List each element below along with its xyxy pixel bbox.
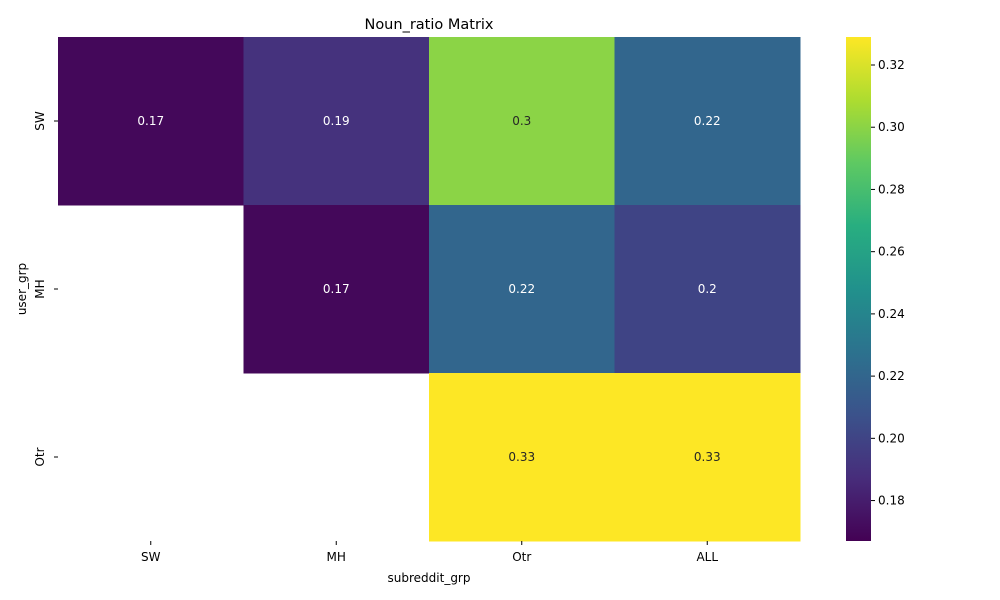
cell-value-label: 0.22 [694,114,721,128]
heatmap-cell [243,37,430,206]
heatmap-cell [429,205,615,374]
colorbar-tick-label: 0.26 [878,245,905,259]
x-axis: SW MH Otr ALL [141,541,718,564]
cell-value-label: 0.19 [323,114,350,128]
colorbar-tick-label: 0.20 [878,431,905,445]
heatmap-cell [614,37,801,206]
colorbar [846,37,871,541]
x-tick-label: MH [327,550,346,564]
colorbar-tick-label: 0.28 [878,182,905,196]
colorbar-tick-label: 0.30 [878,120,905,134]
colorbar-tick-label: 0.24 [878,307,905,321]
y-tick-label: Otr [33,447,47,466]
x-tick-label: Otr [512,550,531,564]
heatmap-cell [243,205,430,374]
heatmap-cell [614,205,801,374]
cell-value-label: 0.2 [698,282,717,296]
x-tick-label: SW [141,550,161,564]
x-axis-label: subreddit_grp [388,571,471,585]
x-tick-label: ALL [696,550,718,564]
cell-value-label: 0.17 [137,114,164,128]
y-axis: SW MH Otr [33,111,58,467]
cell-value-label: 0.33 [508,450,535,464]
heatmap-cells: 0.17 0.19 0.3 0.22 0.17 0.22 0.2 0.33 0.33 [58,37,801,542]
chart-title: Noun_ratio Matrix [364,17,493,33]
y-tick-label: MH [33,279,47,298]
cell-value-label: 0.3 [512,114,531,128]
y-tick-label: SW [33,111,47,131]
cell-value-label: 0.22 [508,282,535,296]
colorbar-ticks: 0.18 0.20 0.22 0.24 0.26 0.28 0.30 0.32 [871,58,905,508]
cell-value-label: 0.33 [694,450,721,464]
heatmap-cell [614,373,801,542]
heatmap-cell [58,37,244,206]
colorbar-tick-label: 0.18 [878,494,905,508]
colorbar-tick-label: 0.32 [878,58,905,72]
heatmap-cell [429,37,615,206]
cell-value-label: 0.17 [323,282,350,296]
colorbar-tick-label: 0.22 [878,369,905,383]
y-axis-label: user_grp [15,263,29,315]
heatmap-cell [429,373,615,542]
